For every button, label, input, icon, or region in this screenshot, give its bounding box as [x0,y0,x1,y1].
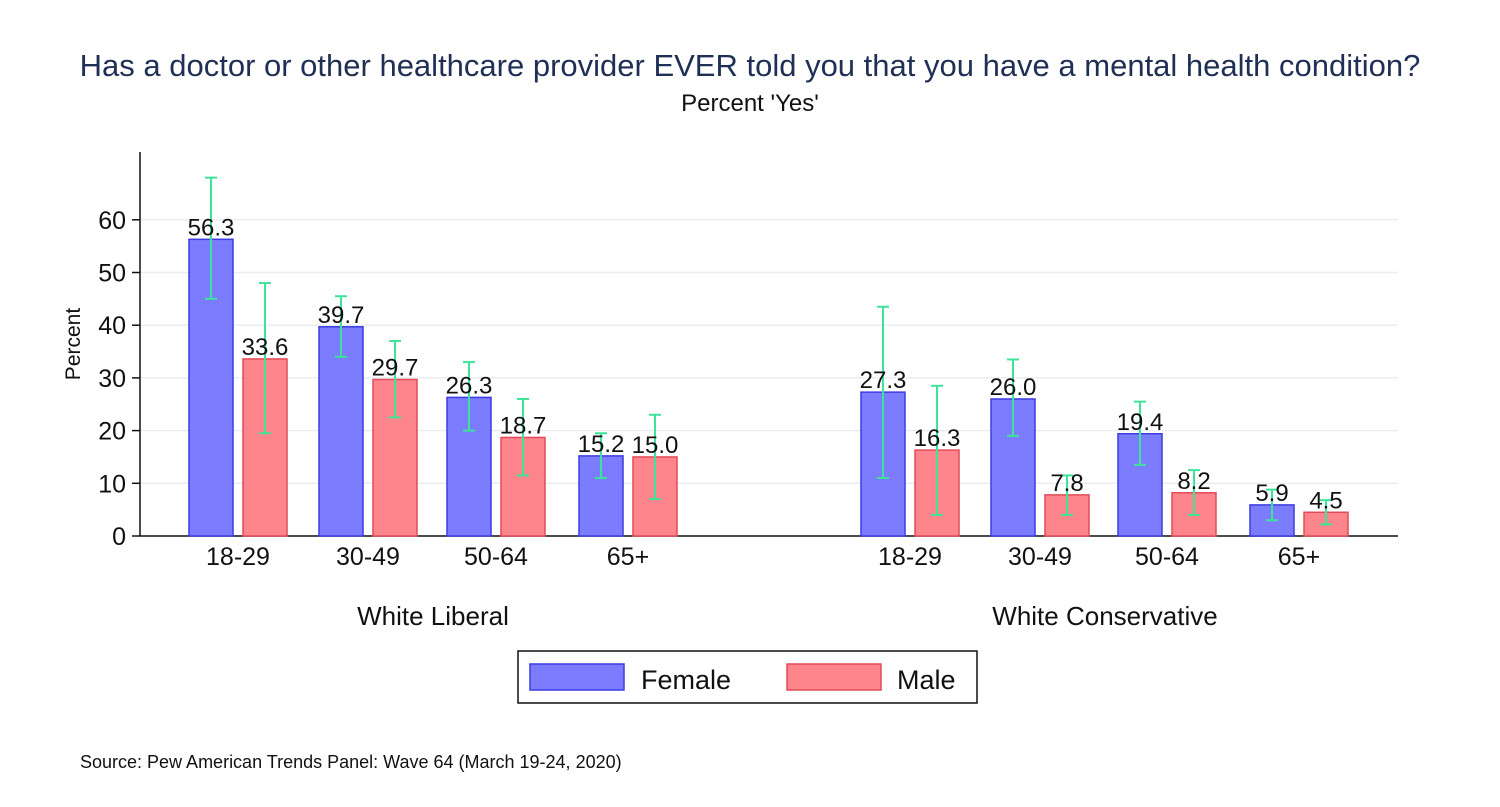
x-tick-label: 50-64 [1135,543,1199,571]
page-subtitle: Percent 'Yes' [681,90,819,117]
value-label: 39.7 [318,302,365,329]
group-label: White Liberal [357,601,509,631]
legend-label-male: Male [897,665,956,695]
x-tick-label: 30-49 [1008,543,1072,571]
legend-label-female: Female [641,665,731,695]
y-tick-label: 60 [98,207,126,235]
legend-swatch-female [529,663,625,691]
y-tick-label: 30 [98,365,126,393]
value-label: 27.3 [860,367,907,394]
x-tick-label: 65+ [607,543,649,571]
value-label: 15.0 [632,432,679,459]
x-tick-label: 18-29 [206,543,270,571]
y-tick-label: 0 [112,523,126,551]
value-label: 56.3 [188,214,235,241]
value-label: 26.3 [446,372,493,399]
x-tick-label: 50-64 [464,543,528,571]
x-tick-label: 18-29 [878,543,942,571]
group-label: White Conservative [992,601,1217,631]
y-tick-label: 40 [98,312,126,340]
value-label: 18.7 [500,412,547,439]
x-tick-label: 65+ [1278,543,1320,571]
value-label: 19.4 [1117,409,1164,436]
y-axis-label: Percent [62,308,85,381]
source-note: Source: Pew American Trends Panel: Wave … [80,752,622,772]
value-label: 33.6 [242,334,289,361]
value-label: 16.3 [914,425,961,452]
bar-male-white-liberal-18-29 [242,358,288,537]
y-tick-label: 10 [98,470,126,498]
y-tick-label: 50 [98,260,126,288]
x-tick-label: 30-49 [336,543,400,571]
value-label: 26.0 [990,374,1037,401]
value-label: 29.7 [372,354,419,381]
value-label: 4.5 [1309,487,1342,514]
legend-swatch-male [786,663,882,691]
y-tick-label: 20 [98,418,126,446]
bar-female-white-liberal-30-49 [318,326,364,537]
value-label: 5.9 [1255,480,1288,507]
value-label: 7.8 [1050,470,1083,497]
value-label: 8.2 [1177,468,1210,495]
page-title: Has a doctor or other healthcare provide… [79,48,1421,83]
value-label: 15.2 [578,431,625,458]
